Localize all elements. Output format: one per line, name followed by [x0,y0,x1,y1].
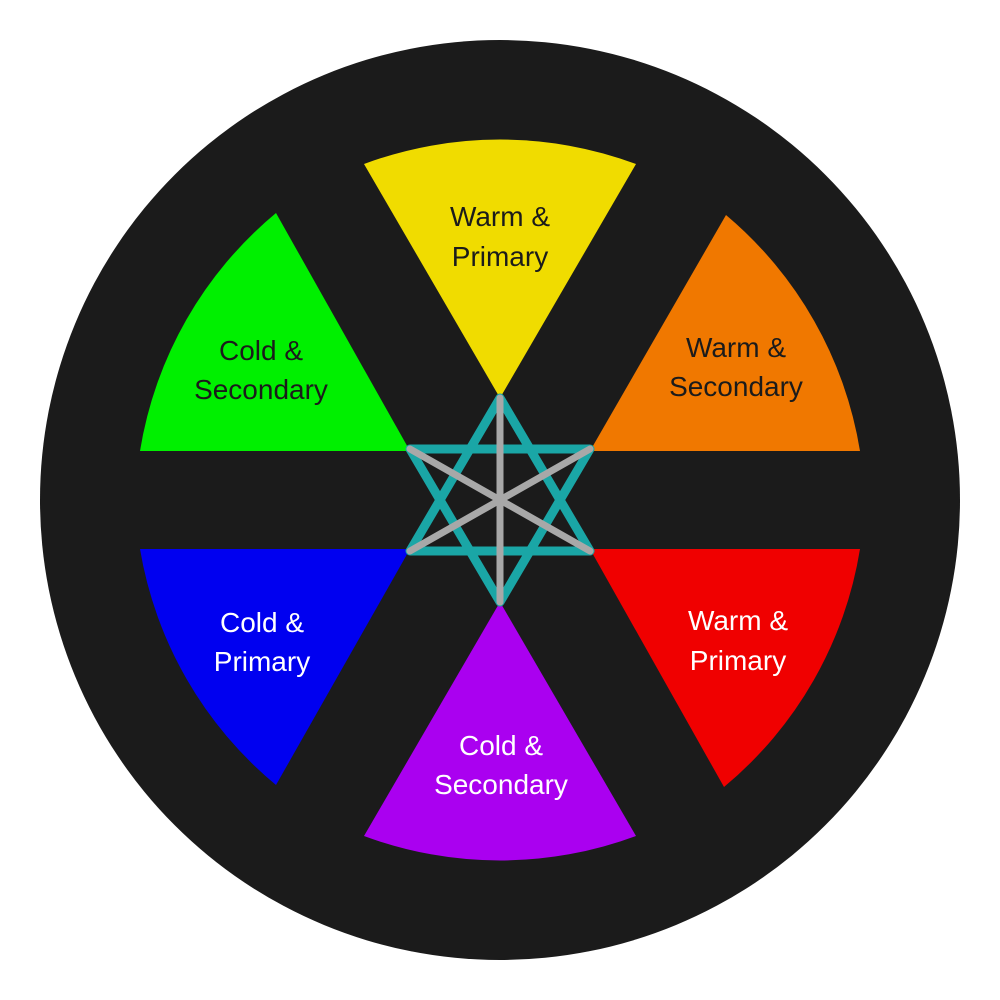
segment-top-wedge [364,139,636,398]
segment-bottom-label-line2: Secondary [434,769,568,800]
segment-bottom-wedge [364,602,636,861]
segment-lower-right-label-line2: Primary [690,645,786,676]
segment-upper-left-wedge [140,213,410,451]
segment-upper-left-label-line2: Secondary [194,374,328,405]
segment-top-label-line2: Primary [452,241,548,272]
segment-lower-right-label-line1: Warm & [688,605,788,636]
segment-upper-right-label-line2: Secondary [669,371,803,402]
segment-bottom-label-line1: Cold & [459,730,543,761]
segment-lower-left-wedge [140,549,410,785]
segment-lower-right-wedge [590,549,860,787]
segment-lower-left-label-line1: Cold & [220,607,304,638]
segment-lower-left-label-line2: Primary [214,646,310,677]
center-spoke-diagonal-b [406,445,594,555]
segment-upper-right-label-line1: Warm & [686,332,786,363]
center-hexagram-icon [405,393,595,607]
segment-upper-right-wedge [590,215,860,451]
segment-top-label-line1: Warm & [450,201,550,232]
segment-upper-left-label-line1: Cold & [219,335,303,366]
